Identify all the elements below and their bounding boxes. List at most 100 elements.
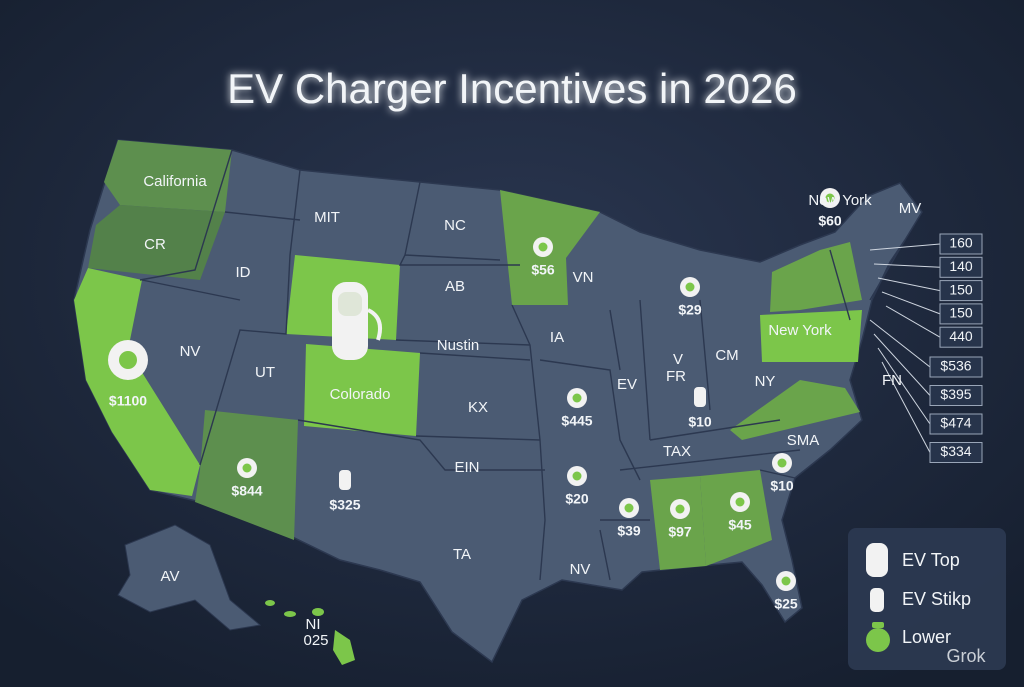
legend-label: EV Top [902, 550, 960, 570]
new-york [770, 242, 862, 312]
side-value: 150 [949, 281, 973, 297]
value-box [939, 256, 983, 278]
state-label: KX [468, 399, 488, 416]
state-label: TAX [663, 443, 691, 460]
leader-line [873, 263, 941, 268]
state-borders [139, 149, 906, 581]
money-bag-mark [735, 497, 745, 507]
state-label: CM [715, 347, 738, 364]
state-label: V [673, 351, 683, 368]
money-bag-mark [781, 576, 791, 586]
virginia [730, 380, 860, 440]
hawaii-island [312, 608, 324, 616]
state-label: AB [445, 278, 465, 295]
state-label: MV [899, 200, 922, 217]
leader-line [877, 277, 941, 292]
amount-label: $844 [231, 483, 262, 499]
side-value: 140 [949, 258, 973, 274]
amount-label: $1100 [109, 393, 147, 409]
leader-line [885, 305, 941, 338]
hawaii-island [333, 630, 355, 665]
side-value: $536 [940, 358, 971, 374]
oregon [88, 205, 225, 280]
georgia [700, 470, 772, 566]
colorado [304, 344, 420, 436]
legend-label: EV Stikp [902, 589, 971, 609]
state-label: NC [444, 217, 466, 234]
legend-icon-top [866, 543, 888, 577]
side-value: $395 [940, 386, 971, 402]
amount-label: $445 [561, 413, 592, 429]
us-map [73, 139, 923, 665]
state-label: UT [255, 364, 275, 381]
state-label: NY [755, 373, 776, 390]
leader-line [873, 333, 931, 396]
amount-label: $10 [688, 414, 712, 430]
side-value: 160 [949, 235, 973, 251]
amount-label: $20 [565, 491, 589, 507]
state-label: MIT [314, 209, 340, 226]
value-box [939, 233, 983, 255]
value-box [929, 442, 983, 463]
state-label: Colorado [330, 386, 391, 403]
state-label: NV [570, 561, 591, 578]
legend-icon-lower [866, 622, 890, 652]
state-label: NV [180, 343, 201, 360]
amount-label: $56 [531, 262, 555, 278]
value-box [929, 356, 983, 378]
money-bag-mark [242, 463, 252, 473]
money-bag-mark [624, 503, 634, 513]
amount-label: $39 [617, 523, 641, 539]
money-bag-mark [538, 242, 548, 252]
amount-label: $25 [774, 596, 798, 612]
amount-label: $45 [728, 517, 752, 533]
value-box [939, 280, 983, 302]
money-bag-mark [572, 393, 582, 403]
amount-label: $60 [818, 213, 842, 229]
value-box [929, 413, 983, 435]
alaska [117, 524, 262, 631]
money-bag-mark [675, 504, 685, 514]
hawaii-island [265, 600, 275, 606]
value-box [929, 385, 983, 406]
legend-label: Lower [902, 627, 951, 647]
alabama [650, 476, 706, 570]
value-box [939, 326, 983, 348]
side-value: $474 [940, 415, 971, 431]
state-label: AV [161, 568, 180, 585]
leader-line [869, 243, 941, 251]
side-value: 440 [949, 328, 973, 344]
leader-line [881, 291, 941, 315]
money-bag-mark [572, 471, 582, 481]
state-label: TA [453, 546, 471, 563]
state-label: New York [808, 192, 872, 209]
state-label: New York [768, 322, 832, 339]
hawaii-island [284, 611, 296, 617]
title: EV Charger Incentives in 2026 [227, 65, 797, 112]
state-label: FR [666, 368, 686, 385]
money-bag-mark [119, 351, 137, 369]
state-label: VN [573, 269, 594, 286]
side-value: $334 [940, 443, 971, 459]
state-label: NI [306, 616, 321, 633]
amount-label: $10 [770, 478, 794, 494]
value-box [939, 303, 983, 325]
state-label: SMA [787, 432, 820, 449]
amount-label: $29 [678, 302, 702, 318]
state-label: Nustin [437, 337, 480, 354]
leader-line [881, 361, 931, 453]
state-label: California [143, 173, 207, 190]
washington [104, 140, 232, 212]
state-label: CR [144, 236, 166, 253]
amount-label: $325 [329, 497, 360, 513]
icons [108, 188, 840, 591]
leader-line [877, 347, 931, 425]
state-label: FN [882, 372, 902, 389]
new-jersey [760, 310, 862, 362]
legend-icon-stikp [870, 588, 884, 612]
money-bag-mark [825, 193, 835, 203]
watermark: Grok [946, 646, 986, 666]
state-label: EIN [454, 459, 479, 476]
